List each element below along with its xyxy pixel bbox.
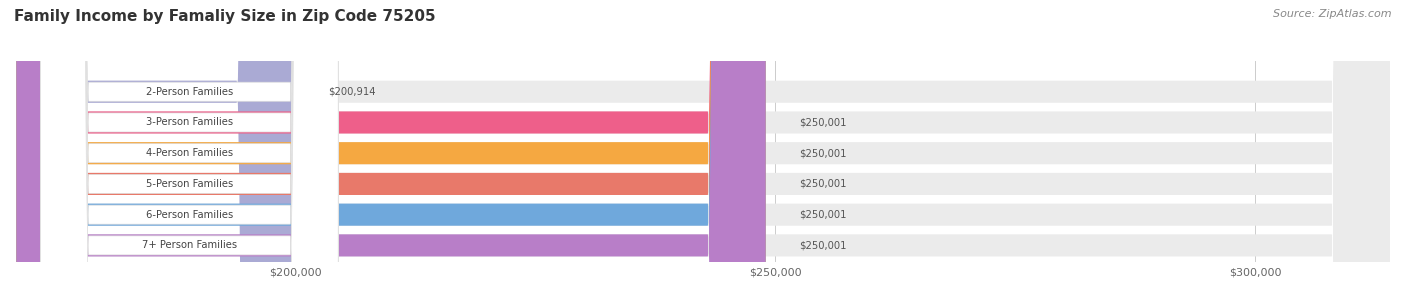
Text: 6-Person Families: 6-Person Families <box>146 210 233 220</box>
FancyBboxPatch shape <box>17 0 765 305</box>
Text: 7+ Person Families: 7+ Person Families <box>142 240 238 250</box>
FancyBboxPatch shape <box>41 0 339 305</box>
Text: 2-Person Families: 2-Person Families <box>146 87 233 97</box>
Text: Source: ZipAtlas.com: Source: ZipAtlas.com <box>1274 9 1392 19</box>
Text: $250,001: $250,001 <box>799 117 846 127</box>
Text: 3-Person Families: 3-Person Families <box>146 117 233 127</box>
FancyBboxPatch shape <box>17 0 1389 305</box>
Text: $250,001: $250,001 <box>799 240 846 250</box>
FancyBboxPatch shape <box>17 0 1389 305</box>
FancyBboxPatch shape <box>41 0 339 305</box>
FancyBboxPatch shape <box>17 0 765 305</box>
Text: 4-Person Families: 4-Person Families <box>146 148 233 158</box>
FancyBboxPatch shape <box>17 0 765 305</box>
Text: $250,001: $250,001 <box>799 148 846 158</box>
FancyBboxPatch shape <box>17 0 765 305</box>
Text: 5-Person Families: 5-Person Families <box>146 179 233 189</box>
FancyBboxPatch shape <box>17 0 1389 305</box>
FancyBboxPatch shape <box>17 0 1389 305</box>
FancyBboxPatch shape <box>17 0 294 305</box>
Text: $250,001: $250,001 <box>799 179 846 189</box>
FancyBboxPatch shape <box>17 0 765 305</box>
FancyBboxPatch shape <box>41 0 339 305</box>
Text: $250,001: $250,001 <box>799 210 846 220</box>
Text: Family Income by Famaliy Size in Zip Code 75205: Family Income by Famaliy Size in Zip Cod… <box>14 9 436 24</box>
FancyBboxPatch shape <box>41 0 339 305</box>
FancyBboxPatch shape <box>41 0 339 305</box>
FancyBboxPatch shape <box>17 0 1389 305</box>
Text: $200,914: $200,914 <box>328 87 375 97</box>
FancyBboxPatch shape <box>41 0 339 305</box>
FancyBboxPatch shape <box>17 0 1389 305</box>
